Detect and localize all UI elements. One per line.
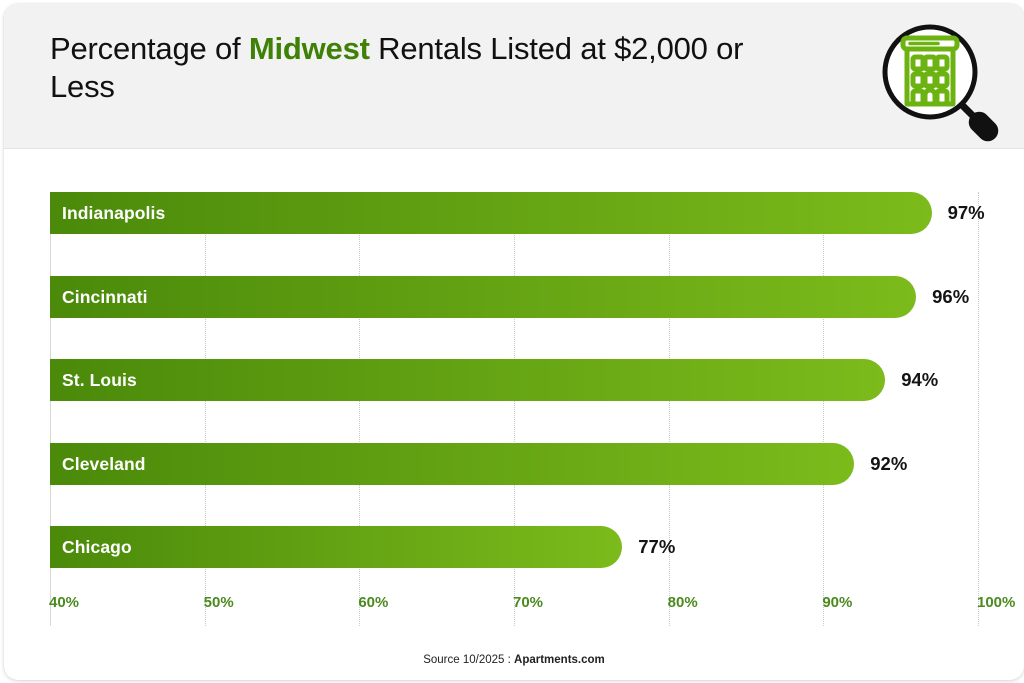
- x-axis: 40% 50% 60% 70% 80% 90% 100%: [49, 594, 1015, 620]
- bar-series: Indianapolis 97% Cincinnati 96% St. Louis 94%…: [50, 192, 985, 626]
- bar-row: Chicago 77%: [50, 526, 978, 568]
- bar-value: 96%: [932, 285, 970, 307]
- x-tick-70%: 70%: [513, 594, 544, 611]
- source-note: Source 10/2025 : Apartments.com: [4, 654, 1024, 666]
- bar-label: Cleveland: [62, 453, 146, 474]
- plot-region: Indianapolis 97% Cincinnati 96% St. Louis 94%…: [50, 192, 985, 626]
- bar-label: St. Louis: [62, 370, 137, 390]
- x-tick-40%: 40%: [49, 594, 80, 611]
- bar-row: Cleveland 92%: [50, 442, 978, 485]
- x-tick-60%: 60%: [358, 594, 389, 611]
- bar-value: 77%: [638, 536, 676, 557]
- bar-label: Chicago: [62, 537, 132, 557]
- gridline-100%: [978, 192, 979, 626]
- bar-value: 92%: [870, 452, 908, 474]
- x-tick-50%: 50%: [203, 594, 234, 611]
- bar-row: St. Louis 94%: [50, 359, 978, 401]
- bar-st-louis[interactable]: [50, 359, 886, 401]
- title-highlight-midwest: Midwest: [248, 31, 370, 66]
- title-text-before: Percentage of: [50, 31, 249, 66]
- bar-row: Indianapolis 97%: [50, 192, 985, 234]
- bar-row: Cincinnati 96%: [50, 275, 978, 318]
- card-header: Percentage of Midwest Rentals Listed at …: [4, 4, 1024, 149]
- bar-value: 97%: [947, 202, 985, 223]
- x-tick-100%: 100%: [977, 594, 1016, 611]
- source-prefix: Source 10/2025 :: [423, 654, 515, 666]
- chart-area: Indianapolis 97% Cincinnati 96% St. Louis 94%…: [4, 150, 1024, 680]
- source-apartments-com: Apartments.com: [514, 654, 605, 666]
- bar-cleveland[interactable]: [50, 442, 855, 485]
- magnifying-glass-apartment-building-logo: [860, 10, 1010, 143]
- x-tick-80%: 80%: [667, 594, 698, 611]
- x-tick-90%: 90%: [822, 594, 853, 611]
- bar-cincinnati[interactable]: [50, 275, 917, 318]
- title-text-after: Rentals Listed at $2,000 or Less: [50, 31, 744, 104]
- bar-label: Indianapolis: [62, 203, 166, 223]
- page-title: Percentage of Midwest Rentals Listed at …: [50, 30, 810, 106]
- bar-label: Cincinnati: [62, 286, 148, 307]
- infographic-card: Percentage of Midwest Rentals Listed at …: [4, 4, 1024, 680]
- bar-indianapolis[interactable]: [50, 192, 932, 234]
- bar-chicago[interactable]: [50, 526, 623, 568]
- bar-value: 94%: [901, 369, 939, 390]
